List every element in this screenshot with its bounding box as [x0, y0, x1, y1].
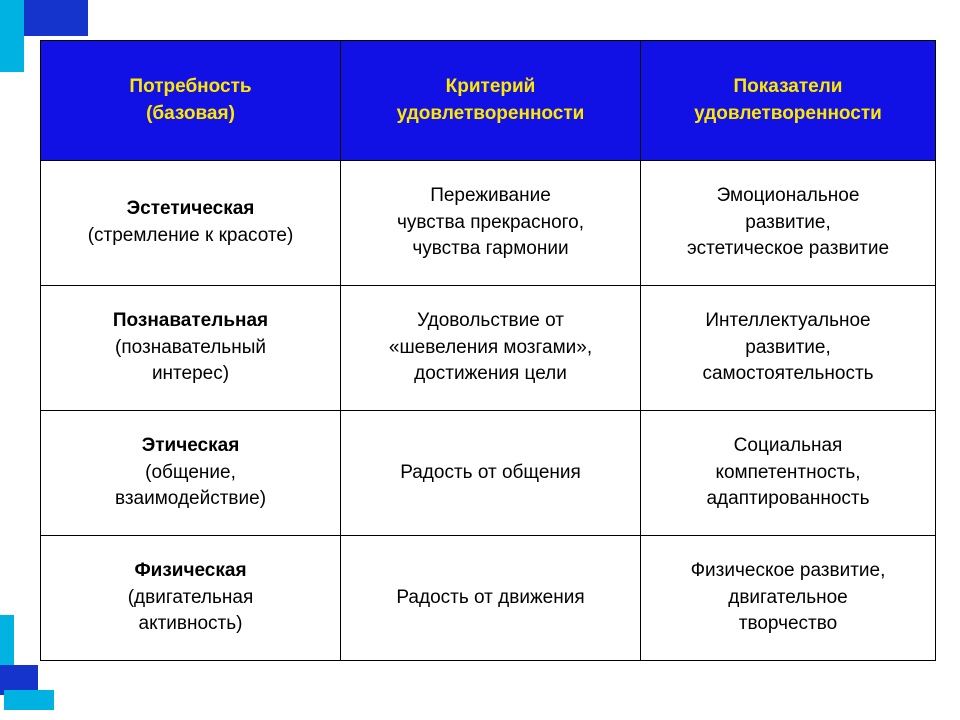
row-title: Этическая: [142, 435, 240, 456]
cell-need: Познавательная (познавательныйинтерес): [41, 286, 341, 411]
row-subtitle: (стремление к красоте): [88, 225, 294, 246]
needs-table: Потребность(базовая) Критерийудовлетворе…: [40, 40, 936, 661]
cell-criterion: Удовольствие от«шевеления мозгами»,дости…: [341, 286, 641, 411]
deco-block: [4, 690, 54, 710]
cell-criterion: Радость от движения: [341, 536, 641, 661]
cell-indicator: Интеллектуальноеразвитие,самостоятельнос…: [641, 286, 936, 411]
row-subtitle: (двигательнаяактивность): [128, 587, 254, 635]
row-subtitle: (познавательныйинтерес): [115, 337, 266, 385]
cell-need: Эстетическая (стремление к красоте): [41, 161, 341, 286]
row-title: Эстетическая: [127, 198, 255, 219]
table-row: Эстетическая (стремление к красоте) Пере…: [41, 161, 936, 286]
cell-criterion: Радость от общения: [341, 411, 641, 536]
cell-need: Физическая (двигательнаяактивность): [41, 536, 341, 661]
table-row: Познавательная (познавательныйинтерес) У…: [41, 286, 936, 411]
col-header-criterion: Критерийудовлетворенности: [341, 41, 641, 161]
side-decoration: [0, 0, 40, 720]
deco-block: [16, 0, 88, 36]
col-header-need: Потребность(базовая): [41, 41, 341, 161]
row-title: Познавательная: [113, 310, 268, 331]
cell-indicator: Эмоциональноеразвитие,эстетическое разви…: [641, 161, 936, 286]
cell-need: Этическая (общение,взаимодействие): [41, 411, 341, 536]
row-title: Физическая: [134, 560, 246, 581]
cell-criterion: Переживаниечувства прекрасного,чувства г…: [341, 161, 641, 286]
table-row: Этическая (общение,взаимодействие) Радос…: [41, 411, 936, 536]
table-header-row: Потребность(базовая) Критерийудовлетворе…: [41, 41, 936, 161]
deco-block: [0, 0, 24, 72]
table-row: Физическая (двигательнаяактивность) Радо…: [41, 536, 936, 661]
col-header-indicator: Показателиудовлетворенности: [641, 41, 936, 161]
cell-indicator: Социальнаякомпетентность,адаптированност…: [641, 411, 936, 536]
cell-indicator: Физическое развитие,двигательноетворчест…: [641, 536, 936, 661]
row-subtitle: (общение,взаимодействие): [115, 462, 266, 510]
